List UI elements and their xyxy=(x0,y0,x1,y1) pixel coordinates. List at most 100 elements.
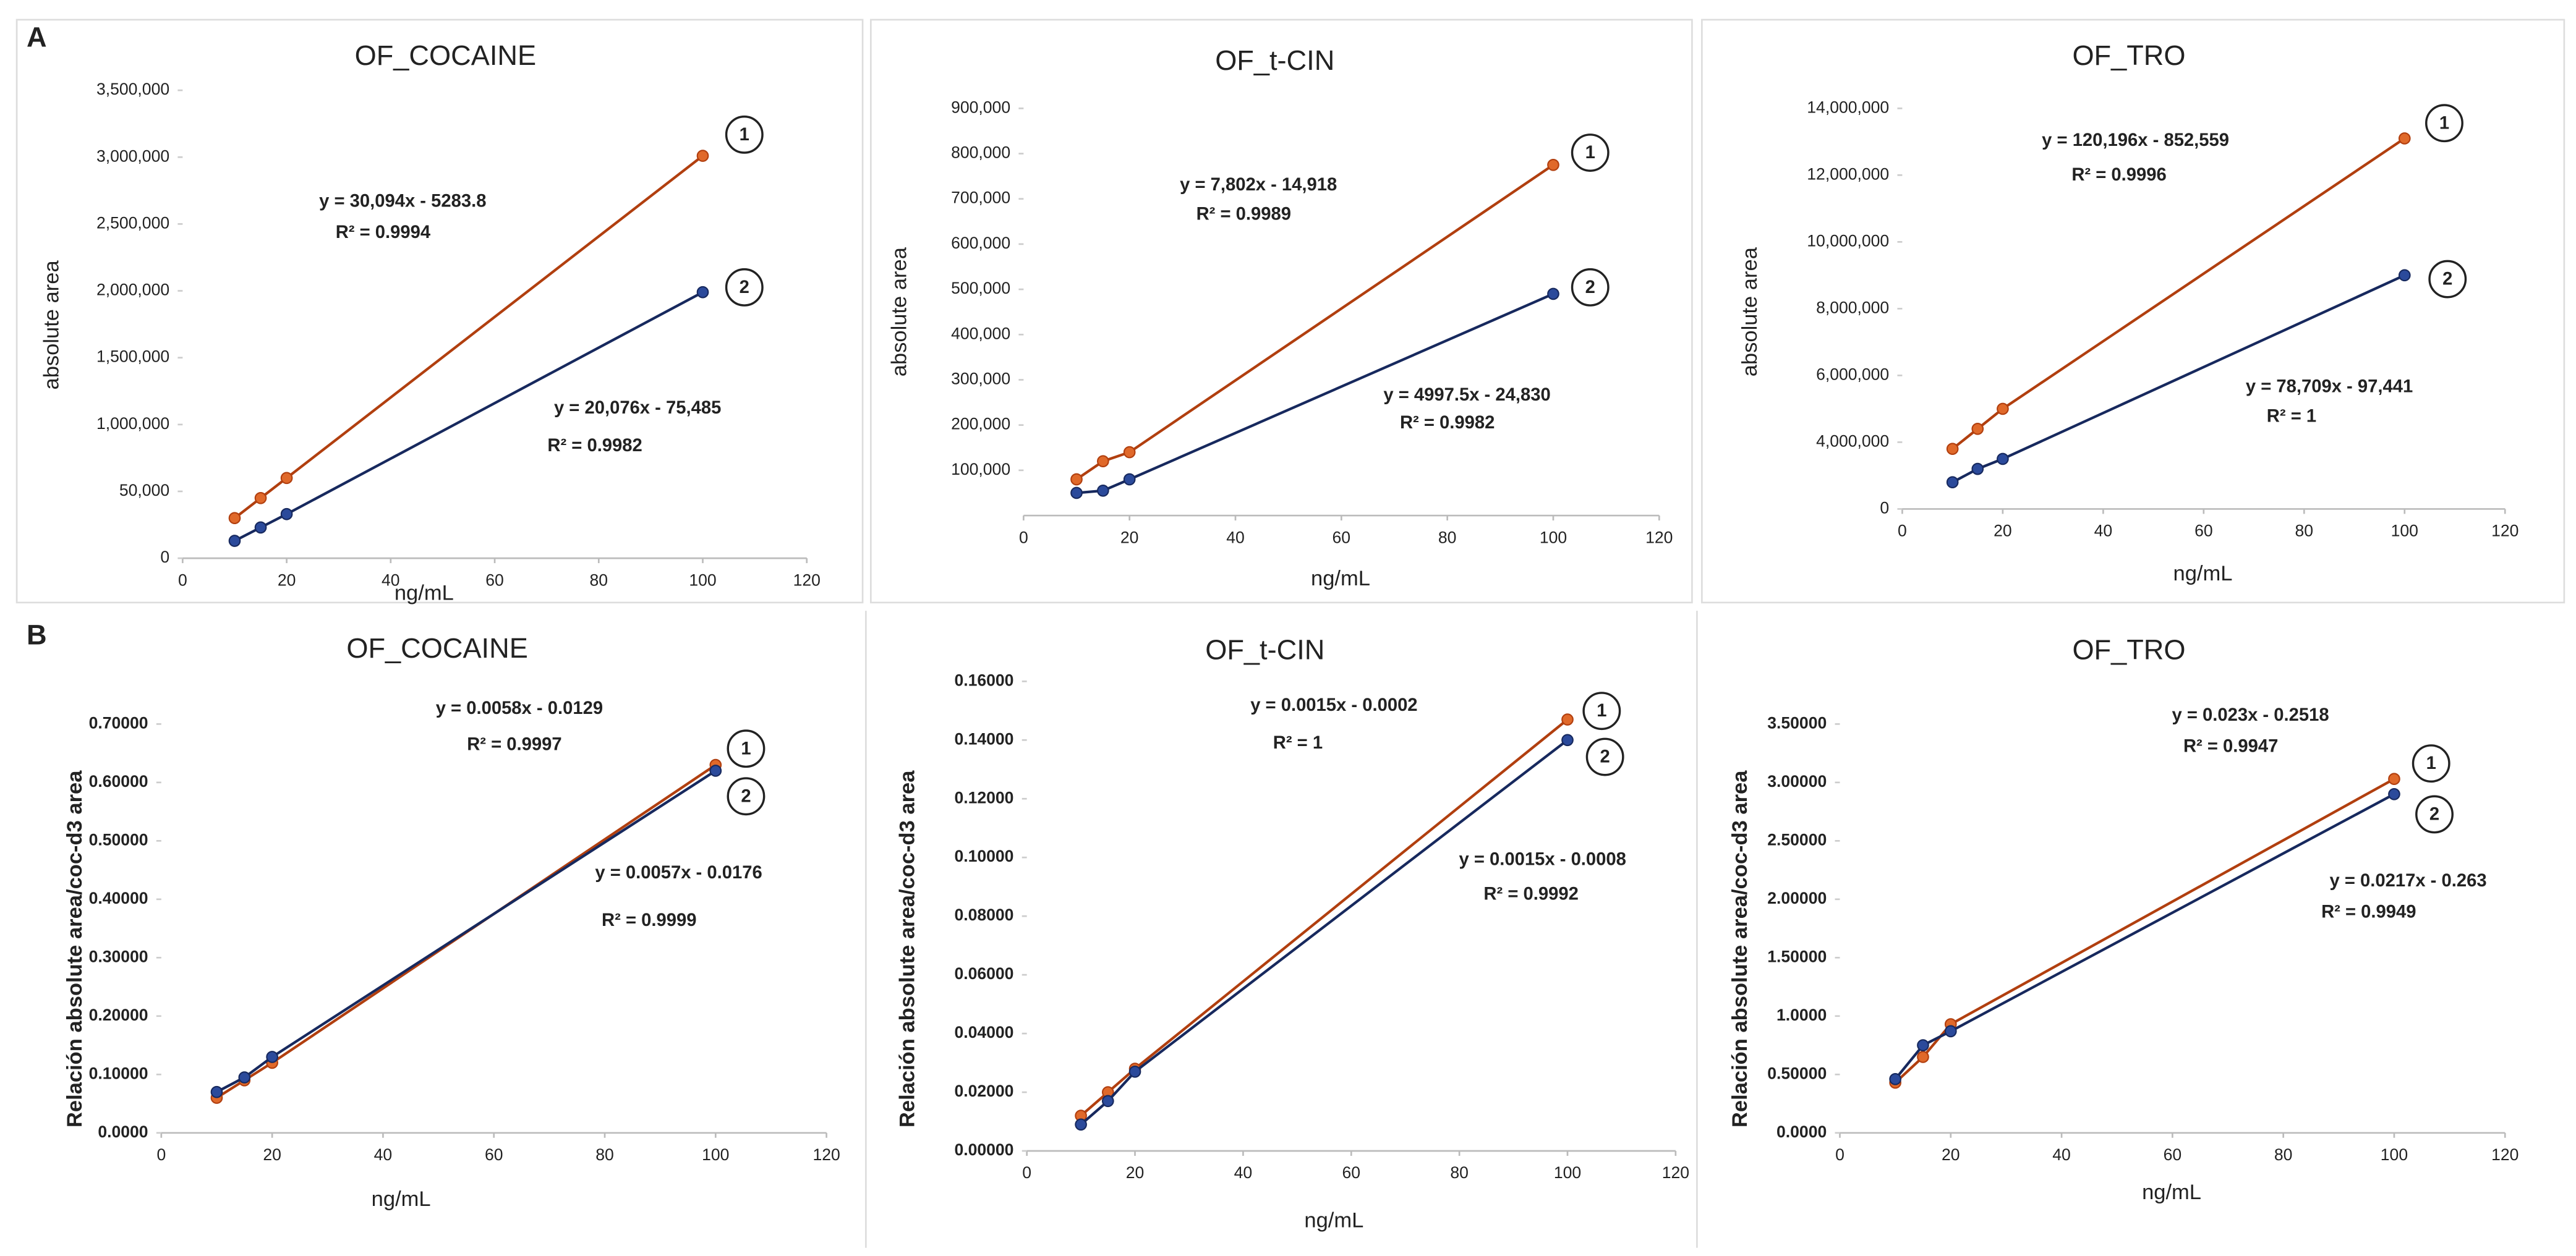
x-tick-label: 60 xyxy=(2194,522,2213,540)
r-squared: R² = 0.9996 xyxy=(2071,165,2166,185)
y-tick-label: 200,000 xyxy=(951,415,1010,433)
legend-label: 2 xyxy=(741,786,751,806)
point xyxy=(1097,455,1109,468)
y-tick-label: 2.50000 xyxy=(1767,830,1827,849)
point xyxy=(1123,473,1136,486)
y-tick-label: 2,000,000 xyxy=(96,281,169,299)
r-squared: R² = 0.9989 xyxy=(1196,205,1291,224)
y-tick-label: 0.20000 xyxy=(89,1006,148,1024)
point xyxy=(1997,402,2009,415)
equation: y = 0.0057x - 0.0176 xyxy=(595,863,762,883)
trend-line xyxy=(1894,792,2395,1080)
x-tick-label: 80 xyxy=(595,1145,614,1164)
trend-line xyxy=(1080,739,1569,1126)
point xyxy=(1946,476,1959,489)
trend-line xyxy=(1894,778,2395,1084)
legend-label: 2 xyxy=(2429,805,2439,825)
point xyxy=(254,521,267,534)
point xyxy=(1946,443,1959,456)
legend-circle xyxy=(2428,260,2467,299)
chart: OF_COCAINE 0 20 40 60 80 100 120 0 50,000 1,000,00… xyxy=(40,40,821,605)
r-squared: R² = 1 xyxy=(2267,406,2316,426)
y-tick-label: 0.14000 xyxy=(954,729,1013,748)
point xyxy=(280,507,293,520)
x-axis-label: ng/mL xyxy=(1311,567,1370,590)
x-axis-label: ng/mL xyxy=(395,582,454,605)
legend-circle xyxy=(725,268,764,307)
point xyxy=(1070,473,1083,486)
legend-label: 1 xyxy=(1597,701,1606,721)
legend-circle xyxy=(1571,268,1610,307)
chart-title: OF_t-CIN xyxy=(1205,634,1324,665)
point xyxy=(2398,269,2411,282)
panel-frame xyxy=(869,19,1693,604)
r-squared: R² = 0.9982 xyxy=(547,436,642,456)
y-tick-label: 0.08000 xyxy=(954,906,1013,924)
x-tick-label: 80 xyxy=(2274,1145,2293,1164)
legend-circle xyxy=(727,777,766,816)
x-tick-label: 0 xyxy=(1019,528,1028,546)
y-tick-label: 3.00000 xyxy=(1767,772,1827,791)
chart-title: OF_TRO xyxy=(2072,634,2185,665)
x-tick-label: 100 xyxy=(2391,522,2418,540)
y-tick-label: 1.0000 xyxy=(1776,1006,1827,1024)
legend-circle xyxy=(1571,134,1610,172)
legend-label: 2 xyxy=(2442,269,2452,289)
x-tick-label: 20 xyxy=(1994,522,2012,540)
y-tick-label: 500,000 xyxy=(951,279,1010,297)
y-axis-label: Relación absolute area/coc-d3 area xyxy=(1728,770,1752,1127)
x-tick-label: 120 xyxy=(1662,1163,1689,1182)
point xyxy=(1075,1118,1087,1131)
y-tick-label: 1.50000 xyxy=(1767,947,1827,965)
point xyxy=(1561,734,1574,747)
y-tick-label: 0.10000 xyxy=(954,847,1013,865)
legend-circle xyxy=(2425,104,2463,143)
x-tick-label: 120 xyxy=(2491,1145,2518,1164)
chart: OF_t-CIN 0 20 40 60 80 100 120 100,000 200,000 300… xyxy=(887,45,1673,590)
x-tick-label: 0 xyxy=(1898,522,1907,540)
legend-label: 2 xyxy=(1585,278,1595,297)
point xyxy=(1128,1065,1141,1078)
point xyxy=(1889,1073,1901,1085)
equation: y = 7,802x - 14,918 xyxy=(1180,175,1337,195)
trend-line xyxy=(234,291,704,542)
r-squared: R² = 0.9997 xyxy=(467,735,561,755)
y-tick-label: 2.00000 xyxy=(1767,889,1827,907)
trend-line xyxy=(1076,292,1554,494)
point xyxy=(266,1051,278,1063)
y-tick-label: 0.0000 xyxy=(1776,1122,1827,1141)
x-tick-label: 0 xyxy=(1022,1163,1031,1182)
y-tick-label: 14,000,000 xyxy=(1807,98,1889,116)
y-tick-label: 3,000,000 xyxy=(96,146,169,165)
point xyxy=(1917,1051,1929,1063)
r-squared: R² = 1 xyxy=(1273,733,1323,753)
x-tick-label: 60 xyxy=(1333,528,1351,546)
trend-line xyxy=(1075,164,1555,481)
x-tick-label: 0 xyxy=(178,571,187,589)
y-tick-label: 50,000 xyxy=(119,481,169,499)
x-tick-label: 60 xyxy=(2164,1145,2182,1164)
chart-title: OF_t-CIN xyxy=(1215,45,1334,76)
y-tick-label: 100,000 xyxy=(951,460,1010,478)
x-tick-label: 100 xyxy=(1540,528,1567,546)
y-axis-label: absolute area xyxy=(40,260,64,390)
x-tick-label: 40 xyxy=(2052,1145,2071,1164)
y-tick-label: 0.10000 xyxy=(89,1064,148,1082)
x-tick-label: 120 xyxy=(1645,528,1673,546)
equation: y = 0.023x - 0.2518 xyxy=(2172,705,2329,725)
point xyxy=(1547,287,1559,300)
y-tick-label: 4,000,000 xyxy=(1816,431,1889,450)
x-tick-label: 20 xyxy=(1120,528,1139,546)
y-tick-label: 0.60000 xyxy=(89,772,148,791)
point xyxy=(1101,1095,1114,1108)
panel-frame xyxy=(15,19,864,604)
y-tick-label: 0.02000 xyxy=(954,1082,1013,1100)
trend-line xyxy=(1951,274,2405,484)
y-tick-label: 10,000,000 xyxy=(1807,231,1889,250)
point xyxy=(1097,484,1109,497)
x-tick-label: 120 xyxy=(812,1145,840,1164)
chart-title: OF_TRO xyxy=(2072,40,2185,71)
x-tick-label: 120 xyxy=(793,571,821,589)
y-axis-label: absolute area xyxy=(887,247,911,376)
x-axis-label: ng/mL xyxy=(372,1187,431,1211)
